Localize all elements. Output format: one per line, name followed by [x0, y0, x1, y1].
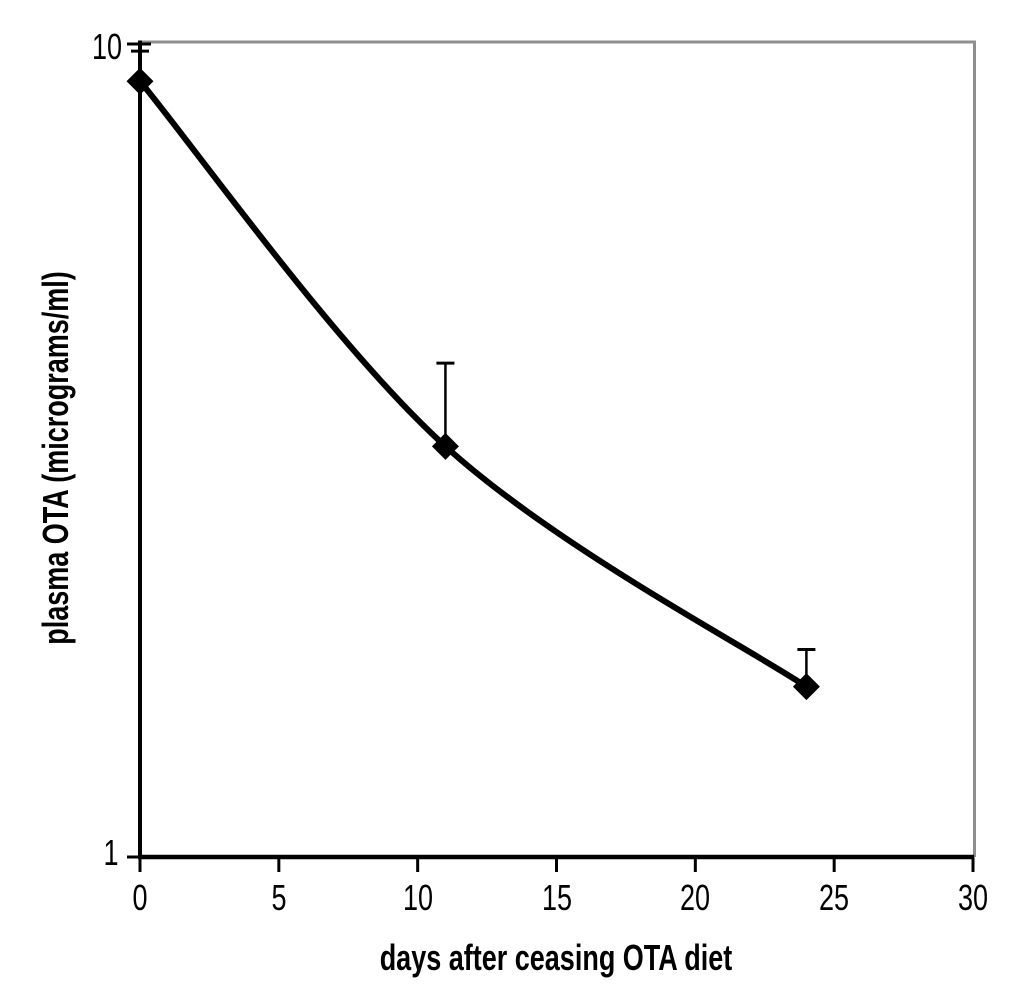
x-tick-label-30: 30	[957, 877, 989, 918]
y-axis-title: plasma OTA (micrograms/ml)	[35, 271, 76, 645]
x-tick-label-15: 15	[541, 877, 572, 918]
x-tick-label-25: 25	[819, 877, 850, 918]
y-tick-label-1: 1	[103, 832, 119, 873]
data-point-marker	[792, 673, 820, 701]
data-point-marker	[126, 67, 154, 95]
x-tick-label-5: 5	[271, 877, 287, 918]
y-tick-label-10: 10	[91, 26, 123, 67]
x-tick-label-0: 0	[132, 877, 148, 918]
series-line	[137, 78, 810, 690]
x-axis-title: days after ceasing OTA diet	[379, 937, 733, 978]
x-tick-label-10: 10	[402, 877, 433, 918]
x-tick-label-20: 20	[680, 877, 711, 918]
data-point-marker	[431, 432, 459, 460]
